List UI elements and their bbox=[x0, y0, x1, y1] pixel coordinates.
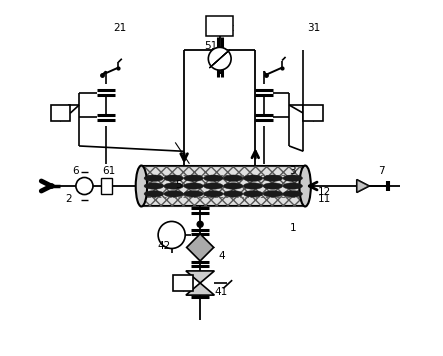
Polygon shape bbox=[210, 50, 229, 68]
Polygon shape bbox=[357, 179, 369, 192]
Text: 4: 4 bbox=[218, 251, 225, 261]
Polygon shape bbox=[186, 271, 214, 283]
Text: 5: 5 bbox=[175, 180, 182, 190]
Bar bbox=[141, 166, 305, 206]
Ellipse shape bbox=[184, 183, 203, 189]
Polygon shape bbox=[186, 283, 214, 295]
Bar bbox=[206, 16, 233, 36]
Text: 51: 51 bbox=[204, 41, 218, 51]
Ellipse shape bbox=[136, 166, 147, 206]
Text: 42: 42 bbox=[158, 241, 171, 251]
Ellipse shape bbox=[144, 175, 163, 182]
Circle shape bbox=[158, 221, 185, 248]
Text: 31: 31 bbox=[307, 23, 321, 33]
Ellipse shape bbox=[263, 191, 283, 197]
Bar bbox=[101, 178, 112, 194]
Polygon shape bbox=[357, 179, 369, 192]
Bar bbox=[303, 105, 323, 121]
Ellipse shape bbox=[243, 191, 263, 197]
Ellipse shape bbox=[223, 175, 243, 182]
Ellipse shape bbox=[223, 191, 243, 197]
Ellipse shape bbox=[283, 183, 303, 189]
Ellipse shape bbox=[263, 183, 283, 189]
Text: 21: 21 bbox=[113, 23, 127, 33]
Ellipse shape bbox=[164, 175, 183, 182]
Text: 11: 11 bbox=[318, 194, 331, 204]
Ellipse shape bbox=[144, 183, 163, 189]
Ellipse shape bbox=[144, 191, 163, 197]
Ellipse shape bbox=[223, 183, 243, 189]
Text: 7: 7 bbox=[378, 166, 385, 176]
Circle shape bbox=[76, 178, 93, 195]
Ellipse shape bbox=[164, 191, 183, 197]
Ellipse shape bbox=[204, 175, 223, 182]
Ellipse shape bbox=[299, 166, 311, 206]
Ellipse shape bbox=[263, 175, 283, 182]
Bar bbox=[141, 166, 305, 206]
Ellipse shape bbox=[283, 191, 303, 197]
Text: 1: 1 bbox=[289, 223, 296, 233]
Ellipse shape bbox=[243, 183, 263, 189]
Text: 3: 3 bbox=[289, 166, 296, 176]
Ellipse shape bbox=[283, 175, 303, 182]
Text: 2: 2 bbox=[65, 194, 72, 204]
Bar bbox=[174, 275, 193, 291]
Text: 6: 6 bbox=[72, 166, 79, 176]
Text: 12: 12 bbox=[318, 187, 331, 197]
Text: 41: 41 bbox=[215, 287, 228, 297]
Circle shape bbox=[208, 47, 231, 70]
Ellipse shape bbox=[164, 183, 183, 189]
Ellipse shape bbox=[243, 175, 263, 182]
Text: 61: 61 bbox=[103, 166, 116, 176]
Ellipse shape bbox=[204, 191, 223, 197]
Circle shape bbox=[197, 221, 203, 227]
Ellipse shape bbox=[184, 175, 203, 182]
Ellipse shape bbox=[204, 183, 223, 189]
Ellipse shape bbox=[184, 191, 203, 197]
Polygon shape bbox=[187, 234, 214, 261]
Bar bbox=[51, 105, 70, 121]
